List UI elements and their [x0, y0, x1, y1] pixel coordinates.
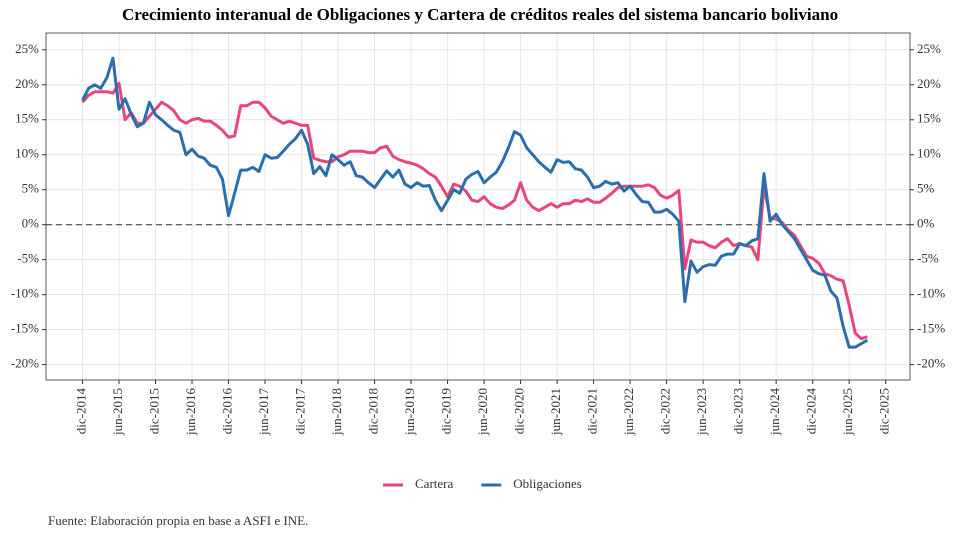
y-tick-label: 0%	[22, 216, 40, 231]
x-tick-label: dic-2018	[366, 388, 381, 434]
y2-tick-label: -5%	[917, 251, 939, 266]
x-tick-label: jun-2019	[402, 388, 417, 436]
x-tick-label: jun-2021	[548, 388, 563, 436]
x-tick-label: jun-2025	[840, 388, 855, 436]
y2-tick-label: 15%	[917, 111, 941, 126]
y2-tick-label: -15%	[917, 321, 945, 336]
series-line	[81, 81, 868, 341]
x-tick-label: jun-2022	[621, 388, 636, 436]
y2-tick-label: -10%	[917, 286, 945, 301]
y-tick-label: 10%	[15, 146, 39, 161]
x-tick-label: jun-2017	[256, 388, 271, 436]
y-tick-label: -20%	[11, 356, 39, 371]
caption: Fuente: Elaboración propia en base a ASF…	[48, 513, 308, 528]
y2-tick-label: 10%	[917, 146, 941, 161]
y-tick-label: 20%	[15, 76, 39, 91]
x-tick-label: dic-2019	[439, 388, 454, 434]
x-tick-label: dic-2025	[877, 388, 892, 434]
x-tick-label: jun-2020	[475, 388, 490, 436]
x-tick-label: dic-2017	[293, 388, 308, 435]
y2-tick-label: 0%	[917, 216, 935, 231]
legend-label: Obligaciones	[513, 476, 582, 491]
x-tick-label: dic-2021	[585, 388, 600, 434]
x-tick-label: dic-2024	[804, 388, 819, 435]
x-tick-label: jun-2015	[110, 388, 125, 436]
x-tick-label: dic-2014	[73, 388, 88, 435]
series-line	[81, 56, 869, 349]
y2-tick-label: 20%	[917, 76, 941, 91]
y-tick-label: 5%	[22, 181, 40, 196]
x-tick-label: jun-2023	[694, 388, 709, 436]
x-tick-label: jun-2016	[183, 388, 198, 436]
y-tick-label: 15%	[15, 111, 39, 126]
y2-tick-label: 5%	[917, 181, 935, 196]
x-tick-label: dic-2022	[658, 388, 673, 434]
x-tick-label: dic-2016	[220, 388, 235, 435]
y2-tick-label: 25%	[917, 41, 941, 56]
y-tick-label: 25%	[15, 41, 39, 56]
y2-tick-label: -20%	[917, 356, 945, 371]
legend-label: Cartera	[415, 476, 453, 491]
x-tick-label: jun-2024	[767, 388, 782, 436]
y-tick-label: -10%	[11, 286, 39, 301]
x-tick-label: dic-2020	[512, 388, 527, 434]
x-tick-label: jun-2018	[329, 388, 344, 436]
plot-frame	[45, 32, 911, 381]
x-tick-label: dic-2015	[147, 388, 162, 434]
y-tick-label: -5%	[17, 251, 39, 266]
chart-title: Crecimiento interanual de Obligaciones y…	[122, 5, 838, 24]
y-tick-label: -15%	[11, 321, 39, 336]
x-tick-label: dic-2023	[731, 388, 746, 434]
